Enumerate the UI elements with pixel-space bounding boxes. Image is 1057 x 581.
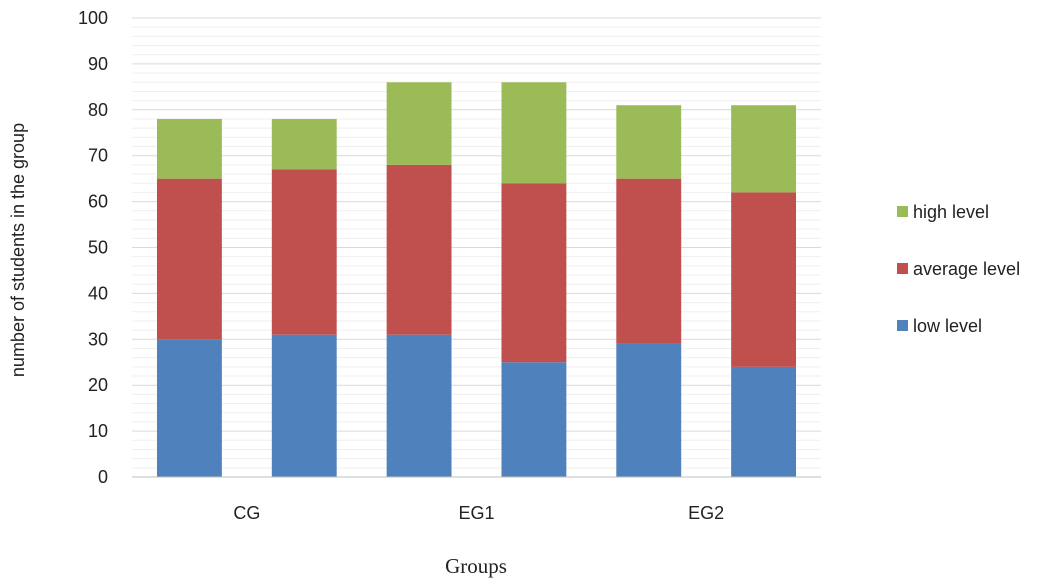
y-tick-label: 90 [88,54,108,74]
legend-swatch [897,320,908,331]
y-tick-label: 60 [88,192,108,212]
legend: high level average level low level [897,202,1020,336]
y-axis-ticks: 0 10 20 30 40 50 60 70 80 90 100 [78,8,108,487]
bar-segment-high-level [616,105,682,179]
y-tick-label: 50 [88,238,108,258]
legend-swatch [897,263,908,274]
y-tick-label: 10 [88,421,108,441]
bar-segment-average-level [616,178,682,344]
legend-label: low level [913,316,982,336]
bar-segment-high-level [501,82,567,184]
grid-lines [132,17,821,469]
y-tick-label: 100 [78,8,108,28]
bar-segment-average-level [271,169,337,335]
legend-label: high level [913,202,989,222]
bar-segment-high-level [386,82,452,165]
legend-swatch [897,206,908,217]
bar-segment-low-level [616,343,682,477]
bar-segment-low-level [386,334,452,477]
y-tick-label: 30 [88,329,108,349]
bar-segment-average-level [386,164,452,335]
legend-label: average level [913,259,1020,279]
x-axis: CG EG1 EG2 [132,476,821,523]
bar-segment-low-level [731,366,797,477]
bar-segment-low-level [156,339,222,477]
y-tick-label: 20 [88,375,108,395]
bar-segment-low-level [501,362,567,477]
y-tick-label: 0 [98,467,108,487]
bar-segment-average-level [731,192,797,367]
x-category-label: CG [233,503,260,523]
bar-segment-high-level [271,118,337,170]
bar-segment-average-level [501,183,567,363]
x-category-label: EG1 [458,503,494,523]
bar-segment-low-level [271,334,337,477]
x-category-label: EG2 [688,503,724,523]
y-tick-label: 40 [88,283,108,303]
y-tick-label: 80 [88,100,108,120]
y-tick-label: 70 [88,146,108,166]
bar-segment-average-level [156,178,222,340]
x-axis-label: Groups [445,554,507,578]
bars [156,82,797,477]
y-axis-label: number of students in the group [8,123,28,377]
bar-segment-high-level [156,118,222,179]
bar-segment-high-level [731,105,797,193]
